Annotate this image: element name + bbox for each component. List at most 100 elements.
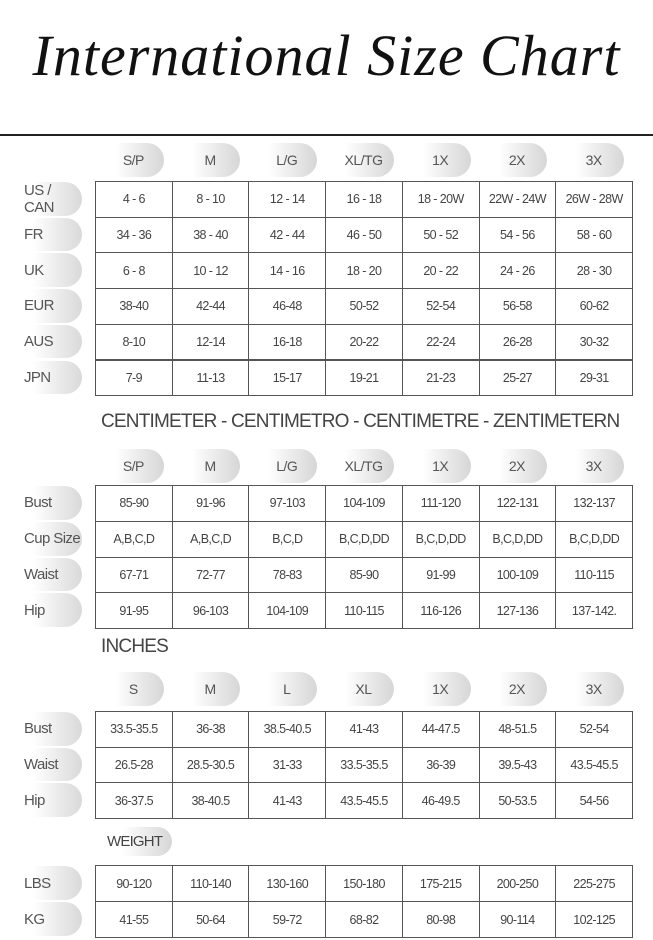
table-cell: 132-137 — [555, 485, 633, 522]
table-cell: 22W - 24W — [478, 181, 557, 218]
table-cell: 46-49.5 — [401, 782, 480, 820]
table-cell: 29-31 — [555, 359, 633, 397]
table-cell: B,C,D — [248, 520, 327, 558]
table-cell: 59-72 — [248, 901, 327, 938]
table-cell: 42 - 44 — [248, 216, 327, 254]
row-label: JPN — [0, 360, 82, 395]
table-cell: 20-22 — [325, 323, 403, 361]
table-cell: 43.5-45.5 — [555, 746, 633, 784]
table-cell: 6 - 8 — [95, 252, 173, 290]
table-cell: 4 - 6 — [95, 181, 173, 218]
column-header: L/G — [256, 449, 318, 483]
table-cell: B,C,D,DD — [401, 520, 480, 558]
table-cell: 31-33 — [248, 746, 327, 784]
row-label: FR — [0, 217, 82, 252]
table-cell: 46 - 50 — [325, 216, 403, 254]
column-header: XL — [333, 672, 394, 706]
table-cell: 50-52 — [325, 288, 403, 325]
table-cell: 50-64 — [171, 901, 250, 938]
row-label: UK — [0, 253, 82, 288]
table-cell: A,B,C,D — [95, 520, 173, 558]
table-cell: 54 - 56 — [478, 216, 557, 254]
table-cell: 41-43 — [325, 711, 403, 748]
divider — [0, 134, 653, 136]
table-cell: 14 - 16 — [248, 252, 327, 290]
table-cell: 60-62 — [555, 288, 633, 325]
table-cell: 18 - 20 — [325, 252, 403, 290]
table-cell: 67-71 — [95, 556, 173, 594]
table-cell: 56-58 — [478, 288, 557, 325]
table-cell: 24 - 26 — [478, 252, 557, 290]
table-cell: 34 - 36 — [95, 216, 173, 254]
table-cell: 52-54 — [555, 711, 633, 748]
row-label: AUS — [0, 324, 82, 359]
table-cell: 38 - 40 — [171, 216, 250, 254]
table-cell: 44-47.5 — [401, 711, 480, 748]
title: International Size Chart — [32, 23, 621, 88]
table-cell: 110-140 — [171, 865, 250, 902]
table-cell: 38-40 — [95, 288, 173, 325]
table-cell: 16 - 18 — [325, 181, 403, 218]
table-cell: 68-82 — [325, 901, 403, 938]
table-cell: 26W - 28W — [555, 181, 633, 218]
table-cell: 22-24 — [401, 323, 480, 361]
column-header: 1X — [409, 672, 471, 706]
row-label: Bust — [0, 712, 82, 746]
table-cell: 110-115 — [325, 592, 403, 630]
row-label: EUR — [0, 289, 82, 323]
table-cell: 116-126 — [401, 592, 480, 630]
table-cell: 104-109 — [248, 592, 327, 630]
table-cell: 225-275 — [555, 865, 633, 902]
table-cell: 200-250 — [478, 865, 557, 902]
column-header: XL/TG — [333, 449, 394, 483]
table-cell: 91-95 — [95, 592, 173, 630]
column-header: XL/TG — [333, 143, 394, 177]
table-cell: 36-39 — [401, 746, 480, 784]
table-cell: 96-103 — [171, 592, 250, 630]
table-cell: 50 - 52 — [401, 216, 480, 254]
table-cell: 110-115 — [555, 556, 633, 594]
table-cell: 150-180 — [325, 865, 403, 902]
table-cell: 54-56 — [555, 782, 633, 820]
column-header: M — [179, 143, 241, 177]
row-label: Cup Size — [0, 521, 82, 556]
table-cell: 10 - 12 — [171, 252, 250, 290]
table-cell: 19-21 — [325, 359, 403, 397]
table-cell: 46-48 — [248, 288, 327, 325]
table-cell: 36-37.5 — [95, 782, 173, 820]
table-cell: 85-90 — [325, 556, 403, 594]
table-cell: 90-114 — [478, 901, 557, 938]
row-label: Hip — [0, 783, 82, 818]
table-cell: 137-142. — [555, 592, 633, 630]
section-heading: WEIGHT — [101, 827, 173, 856]
column-header: M — [179, 449, 241, 483]
table-cell: 42-44 — [171, 288, 250, 325]
column-header: L — [256, 672, 318, 706]
table-cell: 175-215 — [401, 865, 480, 902]
row-label: Waist — [0, 747, 82, 782]
table-cell: 80-98 — [401, 901, 480, 938]
table-cell: 8 - 10 — [171, 181, 250, 218]
row-label: US / CAN — [0, 182, 82, 216]
table-cell: 7-9 — [95, 359, 173, 397]
table-cell: 16-18 — [248, 323, 327, 361]
column-header: S — [103, 672, 164, 706]
table-cell: 33.5-35.5 — [325, 746, 403, 784]
table-cell: 30-32 — [555, 323, 633, 361]
table-cell: 12 - 14 — [248, 181, 327, 218]
table-cell: 38.5-40.5 — [248, 711, 327, 748]
table-cell: 52-54 — [401, 288, 480, 325]
column-header: L/G — [256, 143, 318, 177]
column-header: 3X — [563, 449, 624, 483]
row-label: LBS — [0, 866, 82, 900]
table-cell: 18 - 20W — [401, 181, 480, 218]
table-cell: 43.5-45.5 — [325, 782, 403, 820]
table-cell: 12-14 — [171, 323, 250, 361]
column-header: 3X — [563, 672, 624, 706]
table-cell: 41-55 — [95, 901, 173, 938]
column-header: 2X — [486, 143, 548, 177]
table-cell: 58 - 60 — [555, 216, 633, 254]
table-cell: 91-96 — [171, 485, 250, 522]
table-cell: 90-120 — [95, 865, 173, 902]
table-cell: 39.5-43 — [478, 746, 557, 784]
